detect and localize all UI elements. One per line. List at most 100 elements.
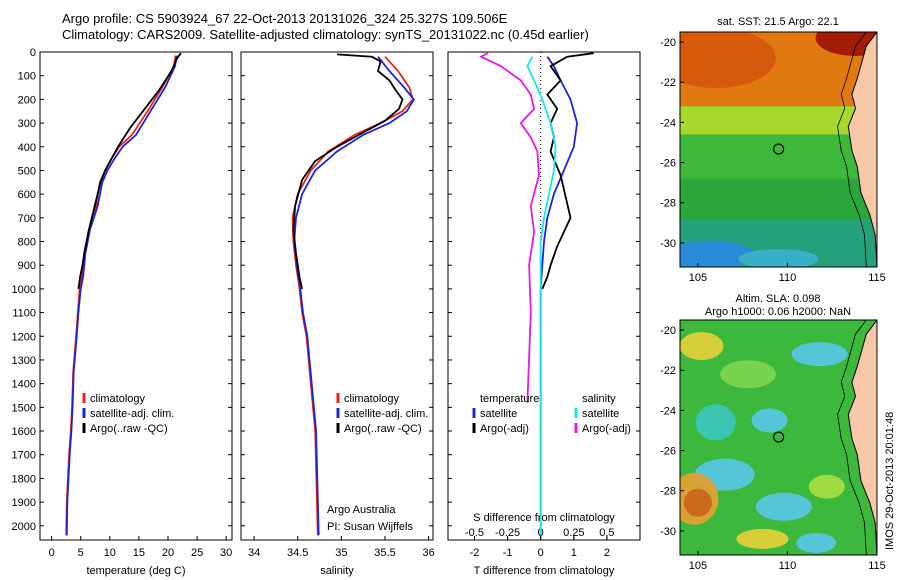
x-top-tick-label: -0.5 bbox=[465, 527, 484, 539]
y-tick-label: 1000 bbox=[12, 284, 36, 296]
imos-credit: IMOS 29-Oct-2013 20:01:48 bbox=[884, 412, 896, 550]
differences-series-satellite bbox=[539, 56, 579, 536]
sla-anomaly bbox=[755, 492, 812, 521]
shelf-contour bbox=[837, 320, 867, 555]
y-tick-label: 500 bbox=[18, 165, 36, 177]
sst-yellow-band bbox=[680, 106, 877, 135]
temperature-xlabel: temperature (deg C) bbox=[86, 565, 185, 577]
sst-warm-core bbox=[680, 32, 776, 89]
legend-entry: temperature bbox=[480, 393, 539, 405]
argo-position-marker bbox=[773, 431, 785, 443]
x-tick-label: 5 bbox=[78, 547, 84, 559]
differences-xlabel: T difference from climatology bbox=[474, 565, 615, 577]
y-tick-label: 100 bbox=[18, 71, 36, 83]
y-tick-label: 1800 bbox=[12, 473, 36, 485]
sst_map-field bbox=[680, 32, 877, 267]
legend-entry: salinity bbox=[582, 393, 616, 405]
x-tick-label: 110 bbox=[779, 560, 797, 572]
y-tick-label: -22 bbox=[660, 365, 676, 377]
y-tick-label: 2000 bbox=[12, 521, 36, 533]
y-tick-label: -24 bbox=[660, 117, 676, 129]
legend-entry: satellite bbox=[582, 408, 619, 420]
salinity-frame bbox=[240, 51, 434, 541]
x-top-tick-label: 0.5 bbox=[599, 527, 614, 539]
legend-entry: climatology bbox=[344, 393, 400, 405]
y-tick-label: 1500 bbox=[12, 402, 36, 414]
sst-map-title: sat. SST: 21.5 Argo: 22.1 bbox=[717, 16, 839, 28]
sla-anomaly bbox=[720, 360, 777, 389]
x-tick-label: 34 bbox=[248, 547, 260, 559]
y-tick-label: 1200 bbox=[12, 331, 36, 343]
sla_map-field bbox=[680, 320, 877, 555]
y-tick-label: 800 bbox=[18, 237, 36, 249]
x-tick-label: 115 bbox=[868, 560, 886, 572]
x-tick-label: 0 bbox=[49, 547, 55, 559]
y-tick-label: 700 bbox=[18, 213, 36, 225]
sla-anomaly bbox=[736, 528, 789, 549]
sst-cold-patch bbox=[680, 240, 755, 267]
y-tick-label: -30 bbox=[660, 238, 676, 250]
y-tick-label: 0 bbox=[30, 47, 36, 59]
sla-anomaly bbox=[808, 474, 845, 499]
sla-anomaly bbox=[683, 488, 712, 517]
x-tick-label: -2 bbox=[470, 547, 480, 559]
y-tick-label: 200 bbox=[18, 94, 36, 106]
y-tick-label: 1400 bbox=[12, 379, 36, 391]
sla-anomaly bbox=[796, 532, 837, 553]
figure-title-line1: Argo profile: CS 5903924_67 22-Oct-2013 … bbox=[62, 11, 508, 26]
y-tick-label: -28 bbox=[660, 198, 676, 210]
legend-entry: satellite bbox=[480, 408, 517, 420]
temperature-series-satellite bbox=[65, 55, 178, 536]
x-tick-label: 30 bbox=[220, 547, 232, 559]
y-tick-label: -28 bbox=[660, 486, 676, 498]
sst-cold-patch bbox=[738, 248, 819, 267]
y-tick-label: 1700 bbox=[12, 450, 36, 462]
legend-entry: Argo(-adj) bbox=[582, 423, 631, 435]
sla-anomaly bbox=[695, 404, 736, 441]
sla-map-subtitle: Argo h1000: 0.06 h2000: NaN bbox=[705, 306, 851, 318]
y-tick-label: -24 bbox=[660, 405, 676, 417]
temperature-series-argo bbox=[77, 52, 182, 290]
x-tick-label: 25 bbox=[191, 547, 203, 559]
sst_map: -20 -22 -24 -26 -28 -30 105 110 115 bbox=[660, 31, 886, 284]
salinity-series-argo bbox=[292, 53, 404, 290]
sla-map-title: Altim. SLA: 0.098 bbox=[736, 293, 821, 305]
y-tick-label: 1300 bbox=[12, 355, 36, 367]
sla_map: -20 -22 -24 -26 -28 -30 105 110 115 bbox=[660, 319, 886, 572]
y-tick-label: 400 bbox=[18, 142, 36, 154]
x-top-tick-label: 0.25 bbox=[563, 527, 584, 539]
x-tick-label: 115 bbox=[868, 272, 886, 284]
sst-green-band bbox=[680, 134, 877, 179]
y-tick-label: 300 bbox=[18, 118, 36, 130]
sla_map-frame bbox=[679, 319, 878, 556]
temperature-panel: 0100200300400500600700800900100011001200… bbox=[12, 47, 233, 577]
differences-xlabel-top: S difference from climatology bbox=[473, 512, 615, 524]
x-tick-label: 36 bbox=[423, 547, 435, 559]
legend-entry: satellite-adj. clim. bbox=[90, 408, 174, 420]
differences-panel: -2 -1 0 1 2 T difference from climatology -0.5… bbox=[447, 51, 641, 577]
differences-frame bbox=[447, 51, 641, 541]
y-tick-label: 1900 bbox=[12, 497, 36, 509]
sla-anomaly bbox=[680, 332, 724, 361]
y-tick-label: -20 bbox=[660, 37, 676, 49]
y-tick-label: 1100 bbox=[12, 308, 36, 320]
differences-series-argo bbox=[541, 52, 594, 290]
differences-series-sat_salinity bbox=[526, 56, 557, 536]
x-tick-label: 35.5 bbox=[374, 547, 395, 559]
x-tick-label: 35 bbox=[335, 547, 347, 559]
y-tick-label: 600 bbox=[18, 189, 36, 201]
sst_map-frame bbox=[679, 31, 878, 268]
y-tick-label: -30 bbox=[660, 526, 676, 538]
legend-entry: Argo(..raw -QC) bbox=[344, 423, 422, 435]
x-tick-label: -1 bbox=[503, 547, 513, 559]
salinity-xlabel: salinity bbox=[320, 565, 354, 577]
salinity-series-climatology bbox=[291, 56, 414, 536]
x-tick-label: 34.5 bbox=[287, 547, 308, 559]
figure-title-line2: Climatology: CARS2009. Satellite-adjuste… bbox=[62, 27, 589, 42]
x-tick-label: 20 bbox=[162, 547, 174, 559]
x-tick-label: 15 bbox=[133, 547, 145, 559]
y-tick-label: 900 bbox=[18, 260, 36, 272]
temperature-frame bbox=[39, 51, 233, 541]
x-tick-label: 2 bbox=[604, 547, 610, 559]
